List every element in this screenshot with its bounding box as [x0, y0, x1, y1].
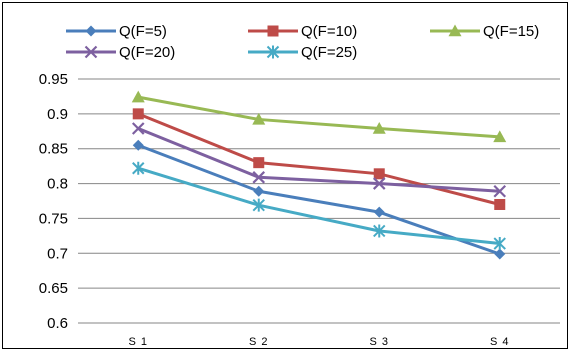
data-point	[131, 90, 145, 103]
gridlines	[78, 78, 560, 324]
data-point	[373, 168, 385, 180]
y-tick-label: 0.8	[47, 176, 68, 193]
legend-label: Q(F=25)	[301, 44, 357, 61]
series-Q(F=15)	[131, 90, 507, 143]
x-axis-tick-labels: S 1 S 2 S 3 S 4	[128, 336, 510, 348]
data-point	[493, 130, 507, 143]
series-Q(F=20)	[131, 122, 507, 198]
x-tick-label: S 3	[369, 336, 389, 348]
data-point	[494, 198, 506, 210]
data-point	[252, 198, 265, 212]
legend-marker	[84, 45, 98, 59]
data-point	[494, 248, 506, 260]
legend-label: Q(F=20)	[119, 44, 175, 61]
legend-item: Q(F=20)	[66, 44, 175, 61]
series-group	[131, 90, 507, 260]
legend-label: Q(F=15)	[483, 23, 539, 40]
data-point	[132, 161, 145, 175]
series-line	[137, 127, 500, 193]
y-tick-label: 0.85	[39, 141, 68, 158]
legend: Q(F=5) Q(F=10) Q(F=15) Q(F=20) Q(F=25)	[66, 23, 539, 61]
series-line	[137, 143, 501, 256]
y-axis-tick-labels: 0.6 0.65 0.7 0.75 0.8 0.85 0.9 0.95	[39, 71, 68, 332]
series-Q(F=25)	[132, 161, 506, 251]
x-tick-label: S 4	[490, 336, 510, 348]
data-point	[373, 206, 385, 218]
y-tick-label: 0.95	[39, 71, 68, 88]
data-point	[252, 112, 266, 125]
series-line	[137, 95, 500, 139]
x-tick-label: S 2	[249, 336, 269, 348]
data-point	[253, 185, 265, 197]
legend-marker	[266, 45, 280, 59]
legend-item: Q(F=5)	[66, 23, 167, 40]
series-Q(F=10)	[132, 108, 506, 210]
data-point	[252, 171, 266, 184]
data-point	[132, 139, 144, 151]
data-point	[373, 224, 386, 238]
y-tick-label: 0.6	[47, 315, 68, 332]
legend-item: Q(F=10)	[248, 23, 357, 40]
legend-marker	[267, 25, 279, 37]
y-tick-label: 0.9	[47, 106, 68, 123]
legend-item: Q(F=25)	[248, 44, 357, 61]
legend-item: Q(F=15)	[430, 23, 539, 40]
data-point	[253, 157, 265, 169]
x-tick-label: S 1	[128, 336, 148, 348]
series-line	[137, 112, 501, 206]
data-point	[132, 108, 144, 120]
data-point	[493, 184, 507, 198]
data-point	[372, 177, 386, 190]
chart-frame	[2, 2, 568, 349]
series-Q(F=5)	[132, 139, 506, 260]
y-tick-label: 0.7	[47, 245, 68, 262]
legend-marker	[85, 25, 97, 37]
data-point	[131, 122, 145, 135]
data-point	[372, 121, 386, 134]
series-line	[137, 166, 500, 246]
data-point	[493, 237, 506, 251]
legend-label: Q(F=10)	[301, 23, 357, 40]
y-tick-label: 0.75	[39, 210, 68, 227]
y-tick-label: 0.65	[39, 280, 68, 297]
legend-marker	[448, 24, 462, 37]
legend-label: Q(F=5)	[119, 23, 167, 40]
